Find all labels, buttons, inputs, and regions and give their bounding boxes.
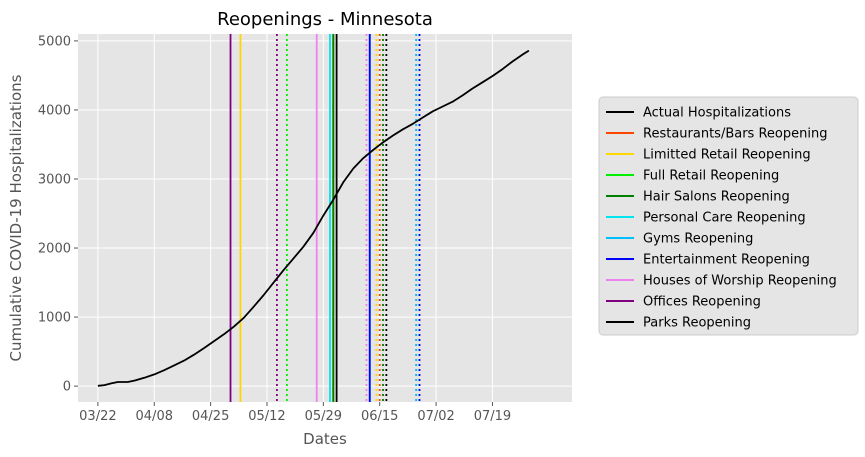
x-tick-label: 03/22 (79, 409, 116, 424)
reopening-lines (229, 34, 421, 402)
legend-label: Entertainment Reopening (643, 253, 810, 268)
y-axis-ticks: 0 1000 2000 3000 4000 5000 (38, 34, 78, 395)
legend-label: Hair Salons Reopening (643, 190, 790, 205)
x-tick-label: 07/19 (474, 409, 511, 424)
legend-label: Actual Hospitalizations (643, 106, 791, 121)
legend-label: Gyms Reopening (643, 232, 753, 247)
legend-box (598, 96, 859, 336)
y-tick-label: 4000 (38, 103, 71, 118)
y-tick-label: 0 (63, 380, 71, 395)
legend-label: Full Retail Reopening (643, 169, 779, 184)
series-layer (97, 49, 530, 387)
x-tick-label: 04/25 (192, 409, 229, 424)
y-tick-label: 3000 (38, 172, 71, 187)
plot-background (78, 34, 572, 402)
legend-label: Parks Reopening (643, 316, 751, 331)
x-tick-label: 06/15 (361, 409, 398, 424)
x-axis-label: Dates (303, 430, 347, 448)
y-tick-label: 2000 (38, 242, 71, 257)
x-tick-label: 05/12 (248, 409, 285, 424)
actual-hospitalizations-line (97, 49, 530, 387)
legend: Actual Hospitalizations Restaurants/Bars … (598, 96, 859, 336)
legend-items: Actual Hospitalizations Restaurants/Bars … (606, 106, 837, 331)
x-tick-label: 05/29 (305, 409, 342, 424)
legend-label: Offices Reopening (643, 295, 761, 310)
x-tick-label: 04/08 (136, 409, 173, 424)
legend-label: Restaurants/Bars Reopening (643, 127, 827, 142)
y-axis-label: Cumulative COVID-19 Hospitalizations (7, 74, 25, 361)
x-tick-label: 07/02 (417, 409, 454, 424)
y-tick-label: 5000 (38, 34, 71, 49)
y-tick-label: 1000 (38, 311, 71, 326)
chart-title: Reopenings - Minnesota (217, 9, 433, 30)
legend-label: Limitted Retail Reopening (643, 148, 811, 163)
legend-label: Personal Care Reopening (643, 211, 806, 226)
x-axis-ticks: 03/22 04/08 04/25 05/12 05/29 06/15 07/02 07/19 (79, 402, 511, 424)
legend-label: Houses of Worship Reopening (643, 274, 837, 289)
